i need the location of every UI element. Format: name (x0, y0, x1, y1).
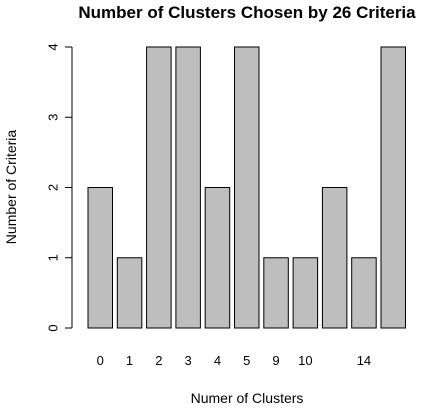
y-axis: 0 1 2 3 4 (45, 43, 73, 332)
y-tick-label: 3 (45, 114, 60, 121)
x-tick-label: 0 (97, 353, 104, 368)
y-axis-label: Number of Criteria (3, 130, 19, 245)
x-tick-label: 2 (155, 353, 162, 368)
x-tick-label: 14 (357, 353, 371, 368)
x-tick-label: 1 (126, 353, 133, 368)
bar-2 (146, 46, 172, 329)
y-tick-label: 2 (45, 184, 60, 191)
y-tick-label: 0 (45, 324, 60, 331)
bar-group (87, 46, 406, 329)
bar-3 (175, 46, 201, 329)
bar-1 (116, 257, 143, 329)
x-tick-label: 4 (214, 353, 221, 368)
y-tick-label: 4 (45, 43, 60, 50)
bar-14 (351, 257, 377, 329)
x-axis-label: Numer of Clusters (191, 390, 304, 406)
bar-15 (380, 46, 406, 329)
chart-title: Number of Clusters Chosen by 26 Criteria (78, 3, 416, 22)
bar-10 (292, 257, 319, 329)
bar-4 (204, 187, 231, 329)
x-tick-label: 10 (298, 353, 312, 368)
x-tick-label: 5 (243, 353, 250, 368)
bar-0 (87, 187, 113, 329)
bar-12 (321, 187, 348, 329)
bar-9 (263, 257, 289, 329)
y-tick-label: 1 (45, 254, 60, 261)
bar-5 (234, 46, 260, 329)
x-tick-labels: 0 1 2 3 4 5 9 10 14 (97, 353, 372, 368)
x-tick-label: 9 (272, 353, 279, 368)
x-tick-label: 3 (185, 353, 192, 368)
